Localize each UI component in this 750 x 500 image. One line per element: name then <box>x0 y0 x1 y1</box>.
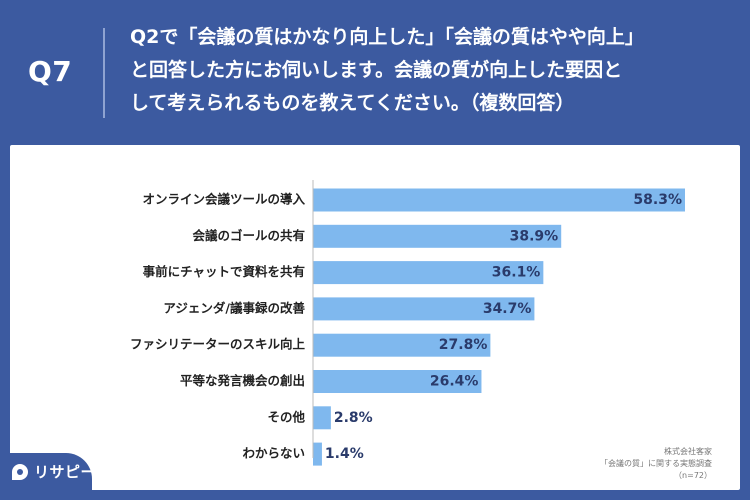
question-number: Q7 <box>28 55 73 88</box>
bar <box>313 261 544 285</box>
value-label: 2.8% <box>334 410 373 426</box>
value-label: 26.4% <box>430 374 479 390</box>
bar <box>313 406 331 430</box>
value-label: 34.7% <box>483 301 532 317</box>
header: Q7 Q2で「会議の質はかなり向上した」「会議の質はやや向上」 と回答した方にお… <box>0 0 750 145</box>
bar <box>313 224 562 248</box>
category-label: オンライン会議ツールの導入 <box>142 192 305 207</box>
logo-text: リサピー <box>34 463 97 481</box>
risapi-logo: リサピー <box>0 453 96 493</box>
header-divider <box>103 28 105 118</box>
chart-panel: オンライン会議ツールの導入 58.3% 会議のゴールの共有 38.9% 事前にチャットで… <box>10 145 740 490</box>
value-label: 38.9% <box>510 228 559 244</box>
category-label: 事前にチャットで資料を共有 <box>143 264 305 279</box>
bar <box>313 442 322 466</box>
bar <box>313 188 685 212</box>
category-label: わからない <box>242 446 305 461</box>
footnote-company: 株式会社客家 <box>664 447 712 456</box>
question-text: Q2で「会議の質はかなり向上した」「会議の質はやや向上」 と回答した方にお伺いし… <box>130 26 644 114</box>
category-label: ファシリテーターのスキル向上 <box>130 337 306 352</box>
speech-bubble-icon <box>12 463 28 480</box>
category-label: アジェンダ/議事録の改善 <box>163 300 305 315</box>
survey-footnote: 株式会社客家 「会議の質」に関する実態調査 （n=72） <box>600 446 712 482</box>
bar <box>313 370 482 393</box>
footnote-sample-size: （n=72） <box>674 471 712 480</box>
category-label: 会議のゴールの共有 <box>192 228 305 243</box>
value-label: 36.1% <box>492 265 541 281</box>
footnote-survey-title: 「会議の質」に関する実態調査 <box>600 459 712 468</box>
category-label: 平等な発言機会の創出 <box>180 373 305 388</box>
value-label: 1.4% <box>325 446 364 462</box>
bar-chart: オンライン会議ツールの導入 58.3% 会議のゴールの共有 38.9% 事前にチャットで… <box>130 180 685 466</box>
bar <box>313 297 535 321</box>
value-label: 58.3% <box>633 192 682 208</box>
bar <box>313 333 491 357</box>
category-label: その他 <box>267 409 305 424</box>
value-label: 27.8% <box>439 337 488 353</box>
